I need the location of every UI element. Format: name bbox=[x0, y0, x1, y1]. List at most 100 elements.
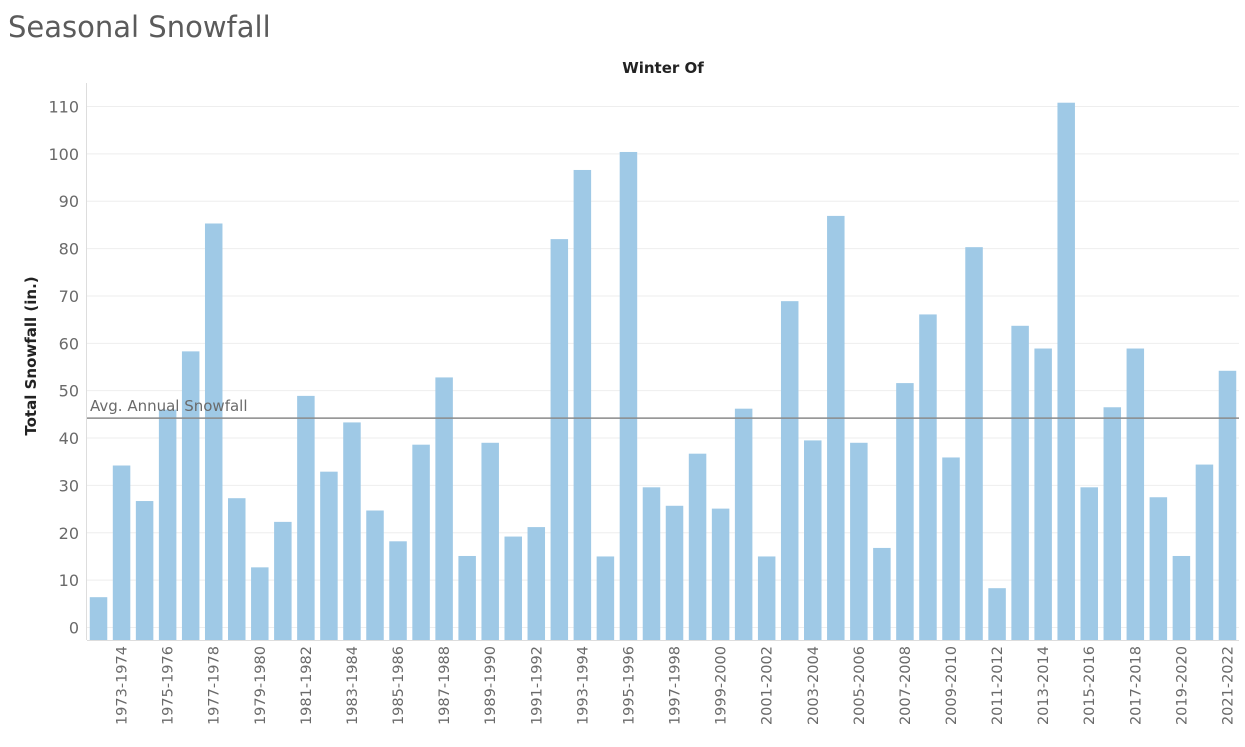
bar[interactable] bbox=[1011, 325, 1029, 640]
bar[interactable] bbox=[204, 223, 223, 641]
bar[interactable] bbox=[1080, 487, 1098, 640]
bar[interactable] bbox=[1103, 407, 1122, 640]
x-tick-label: 2005-2006 bbox=[852, 646, 868, 725]
x-tick-label: 2001-2002 bbox=[760, 646, 776, 725]
y-tick-label: 40 bbox=[59, 429, 79, 448]
x-tick: 2011-2012 bbox=[990, 646, 1006, 725]
bar[interactable] bbox=[965, 247, 983, 641]
bar[interactable] bbox=[804, 440, 822, 640]
bar[interactable] bbox=[481, 442, 499, 640]
y-tick-label: 0 bbox=[69, 619, 79, 638]
bar[interactable] bbox=[228, 498, 246, 640]
x-tick-label: 1979-1980 bbox=[253, 646, 269, 725]
y-tick-label: 90 bbox=[59, 192, 79, 211]
bar[interactable] bbox=[688, 453, 707, 640]
bar[interactable] bbox=[274, 521, 292, 640]
x-tick: 1995-1996 bbox=[621, 646, 637, 725]
y-tick-label: 20 bbox=[59, 524, 79, 543]
x-tick-label: 2017-2018 bbox=[1128, 646, 1144, 725]
y-tick-label: 50 bbox=[59, 382, 79, 401]
y-tick-label: 100 bbox=[48, 145, 79, 164]
x-tick: 1983-1984 bbox=[345, 646, 361, 725]
bar[interactable] bbox=[458, 555, 476, 640]
bar[interactable] bbox=[1057, 102, 1075, 640]
bar[interactable] bbox=[435, 377, 453, 640]
x-tick: 1981-1982 bbox=[299, 646, 315, 725]
y-tick-label: 110 bbox=[48, 98, 79, 117]
bar[interactable] bbox=[251, 567, 269, 640]
bar[interactable] bbox=[504, 536, 522, 640]
x-tick: 2021-2022 bbox=[1220, 646, 1236, 725]
bar[interactable] bbox=[827, 215, 845, 640]
bar[interactable] bbox=[850, 442, 868, 640]
bar[interactable] bbox=[1126, 348, 1145, 640]
column-header: Winter Of bbox=[622, 59, 704, 77]
bar[interactable] bbox=[135, 501, 154, 640]
x-tick: 1993-1994 bbox=[575, 646, 591, 725]
y-tick-label: 10 bbox=[59, 571, 79, 590]
x-tick: 2017-2018 bbox=[1128, 646, 1144, 725]
y-tick-label: 60 bbox=[59, 334, 79, 353]
x-tick-label: 1975-1976 bbox=[161, 646, 177, 725]
bar[interactable] bbox=[1218, 370, 1237, 640]
x-tick-label: 1991-1992 bbox=[529, 646, 545, 725]
bar[interactable] bbox=[873, 547, 891, 640]
x-tick-label: 1997-1998 bbox=[668, 646, 684, 725]
x-tick: 1985-1986 bbox=[391, 646, 407, 725]
bar[interactable] bbox=[919, 314, 937, 640]
bar[interactable] bbox=[642, 487, 661, 640]
bar[interactable] bbox=[734, 408, 753, 640]
bar[interactable] bbox=[112, 465, 131, 640]
y-tick-label: 70 bbox=[59, 287, 79, 306]
bar[interactable] bbox=[550, 239, 569, 641]
x-tick: 2007-2008 bbox=[898, 646, 914, 725]
x-tick: 1997-1998 bbox=[668, 646, 684, 725]
x-tick: 2015-2016 bbox=[1082, 646, 1098, 725]
bar[interactable] bbox=[366, 510, 384, 640]
bar[interactable] bbox=[573, 169, 592, 640]
bar[interactable] bbox=[412, 444, 430, 640]
bar[interactable] bbox=[1034, 348, 1052, 640]
bar[interactable] bbox=[89, 597, 108, 640]
x-tick: 2009-2010 bbox=[944, 646, 960, 725]
bar[interactable] bbox=[527, 527, 546, 640]
bar[interactable] bbox=[988, 588, 1006, 640]
y-axis: 0 10 20 30 40 50 60 70 80 90 100 110 bbox=[48, 83, 87, 640]
x-tick: 1977-1978 bbox=[207, 646, 223, 725]
x-tick: 2001-2002 bbox=[760, 646, 776, 725]
y-axis-title: Total Snowfall (in.) bbox=[22, 276, 40, 435]
bar[interactable] bbox=[596, 556, 615, 640]
x-tick-label: 1987-1988 bbox=[437, 646, 453, 725]
x-tick-label: 1977-1978 bbox=[207, 646, 223, 725]
bar[interactable] bbox=[320, 471, 338, 640]
bar[interactable] bbox=[619, 151, 638, 640]
bar[interactable] bbox=[665, 505, 684, 640]
reference-line-label: Avg. Annual Snowfall bbox=[90, 397, 248, 415]
x-tick-label: 2007-2008 bbox=[898, 646, 914, 725]
bar[interactable] bbox=[389, 541, 407, 640]
bar[interactable] bbox=[1195, 464, 1214, 640]
x-tick-label: 1983-1984 bbox=[345, 646, 361, 725]
bar[interactable] bbox=[181, 351, 200, 640]
bar[interactable] bbox=[711, 508, 730, 640]
x-tick: 2005-2006 bbox=[852, 646, 868, 725]
x-tick-label: 1973-1974 bbox=[115, 646, 131, 725]
bar[interactable] bbox=[1149, 497, 1168, 640]
bar[interactable] bbox=[297, 395, 315, 640]
x-tick-label: 1989-1990 bbox=[483, 646, 499, 725]
bar[interactable] bbox=[896, 383, 914, 640]
bar[interactable] bbox=[158, 409, 177, 640]
bar[interactable] bbox=[757, 556, 776, 640]
bar[interactable] bbox=[1172, 555, 1191, 640]
bar[interactable] bbox=[942, 457, 960, 640]
x-tick: 2019-2020 bbox=[1174, 646, 1190, 725]
x-tick-label: 1999-2000 bbox=[714, 646, 730, 725]
bar[interactable] bbox=[343, 422, 361, 640]
x-tick-label: 2021-2022 bbox=[1220, 646, 1236, 725]
x-tick: 1989-1990 bbox=[483, 646, 499, 725]
x-tick: 1979-1980 bbox=[253, 646, 269, 725]
y-tick-label: 30 bbox=[59, 476, 79, 495]
x-tick-label: 1993-1994 bbox=[575, 646, 591, 725]
bar[interactable] bbox=[780, 301, 799, 640]
